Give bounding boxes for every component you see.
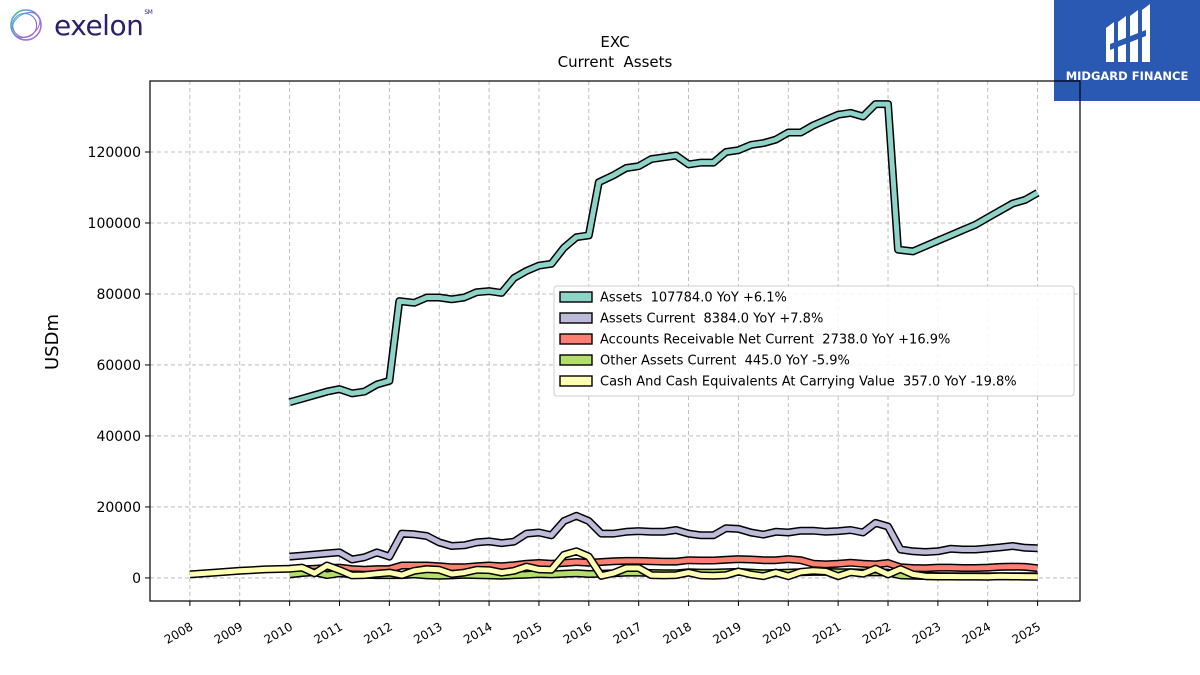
y-tick-label: 20000 (96, 500, 141, 516)
y-tick-label: 0 (132, 571, 141, 587)
y-tick-label: 40000 (96, 429, 141, 445)
y-axis-ticks: 0 20000 40000 60000 80000 100000 120000 (88, 145, 150, 587)
series-assets (288, 100, 1040, 407)
x-tick-label: 2008 (162, 619, 195, 646)
exelon-logo: exelonSM (6, 4, 153, 46)
series-line (289, 556, 1038, 573)
x-tick-label: 2017 (611, 619, 644, 646)
x-tick-label: 2022 (860, 619, 893, 646)
chart-title: EXC (600, 33, 629, 51)
y-tick-label: 60000 (96, 358, 141, 374)
series-accounts-receivable-net-current (289, 555, 1039, 575)
legend-swatch (559, 291, 593, 303)
y-tick-label: 100000 (88, 216, 141, 232)
x-tick-label: 2024 (960, 619, 993, 646)
legend-swatch (559, 354, 593, 366)
y-tick-label: 80000 (96, 287, 141, 303)
x-tick-label: 2013 (411, 619, 444, 646)
series-assets-current (289, 511, 1038, 564)
series-line (289, 513, 1038, 562)
x-tick-label: 2021 (810, 619, 843, 646)
x-tick-label: 2020 (760, 619, 793, 646)
exelon-swirl-icon (10, 9, 42, 41)
legend-label: Cash And Cash Equivalents At Carrying Va… (600, 375, 1017, 390)
x-tick-label: 2009 (212, 619, 245, 646)
x-tick-label: 2019 (710, 619, 743, 646)
legend-label: Accounts Receivable Net Current 2738.0 Y… (600, 333, 950, 348)
x-tick-label: 2012 (361, 619, 394, 646)
x-tick-label: 2018 (661, 619, 694, 646)
x-tick-label: 2025 (1010, 619, 1043, 646)
y-tick-label: 120000 (88, 145, 141, 161)
x-tick-label: 2014 (461, 619, 494, 646)
legend-label: Assets Current 8384.0 YoY +7.8% (600, 312, 823, 327)
plot-frame (149, 80, 1081, 602)
midgard-finance-logo: MIDGARD FINANCE (1054, 0, 1200, 101)
series-line (288, 101, 1039, 405)
legend-swatch (559, 333, 593, 345)
legend-label: Assets 107784.0 YoY +6.1% (600, 291, 787, 306)
x-axis-ticks: 2008 2009 2010 2011 2012 2013 2014 2015 2016 2017… (162, 601, 1043, 647)
legend-swatch (559, 375, 593, 387)
legend: Assets 107784.0 YoY +6.1% Assets Current … (553, 285, 1075, 397)
midgard-emblem-icon (1106, 4, 1150, 62)
x-tick-label: 2016 (561, 619, 594, 646)
series-line (189, 548, 1038, 580)
chart-subtitle: Current Assets (558, 53, 673, 71)
legend-swatch (559, 312, 593, 324)
x-tick-label: 2011 (312, 619, 345, 646)
y-axis-label: USDm (42, 314, 63, 370)
series-lines (189, 100, 1040, 581)
midgard-wordmark: MIDGARD FINANCE (1065, 69, 1189, 83)
exelon-wordmark: exelonSM (54, 8, 153, 42)
legend-label: Other Assets Current 445.0 YoY -5.9% (600, 354, 850, 369)
x-tick-label: 2010 (262, 619, 295, 646)
x-tick-label: 2023 (910, 619, 943, 646)
legend-box (553, 285, 1075, 397)
x-tick-label: 2015 (511, 619, 544, 646)
series-cash-and-cash-equivalents-at-carrying-value (189, 547, 1038, 581)
